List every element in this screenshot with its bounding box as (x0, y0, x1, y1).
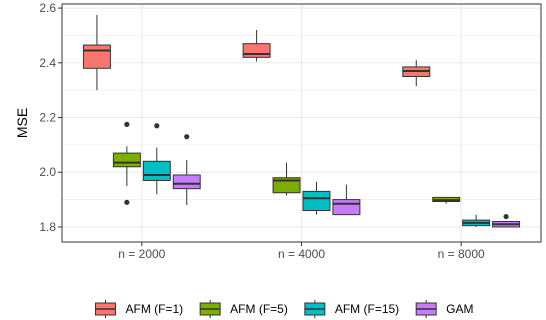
legend: AFM (F=1) AFM (F=5) AFM (F=15) GAM (94, 300, 474, 318)
outlier-point (124, 199, 130, 205)
box (272, 177, 301, 194)
y-tick-label: 1.8 (39, 220, 56, 234)
y-tick-label: 2.6 (39, 1, 56, 15)
legend-label: AFM (F=1) (125, 302, 183, 316)
legend-label: AFM (F=15) (335, 302, 399, 316)
x-tick-label: n = 4000 (278, 247, 325, 261)
boxplot-group (492, 213, 521, 228)
boxplot-group (332, 184, 361, 216)
box (302, 190, 331, 212)
y-tick-label: 2.2 (39, 111, 56, 125)
legend-label: GAM (446, 302, 473, 316)
boxplot-group (432, 196, 461, 204)
outlier-point (124, 121, 130, 127)
boxplot-group (272, 162, 301, 196)
y-tick-label: 2.0 (39, 165, 56, 179)
grid-lines (62, 4, 541, 242)
boxplot-group (402, 60, 431, 87)
box (332, 199, 361, 216)
x-tick-label: n = 2000 (118, 247, 165, 261)
box (172, 174, 201, 190)
legend-item: AFM (F=5) (199, 300, 288, 318)
boxplot-group (142, 123, 171, 195)
box (242, 43, 271, 58)
outlier-point (184, 134, 190, 140)
boxplot-group (462, 214, 491, 227)
legend-item: GAM (415, 300, 474, 318)
y-axis-title: MSE (14, 108, 30, 138)
boxplot-group (172, 134, 201, 206)
box (82, 44, 111, 69)
boxplot-group (112, 121, 141, 205)
boxplot-group (302, 181, 331, 215)
box (142, 160, 171, 181)
legend-item: AFM (F=15) (304, 300, 399, 318)
y-tick-label: 2.4 (39, 56, 56, 70)
boxplot-group (82, 14, 111, 91)
x-tick-label: n = 8000 (438, 247, 485, 261)
box-layer (82, 14, 521, 228)
outlier-point (503, 213, 509, 220)
legend-item: AFM (F=1) (94, 300, 183, 318)
boxplot-group (242, 29, 271, 62)
axis-layer: 1.8 2.0 2.2 2.4 2.6 n = 2000 n = 4000 n = 8000 (39, 1, 485, 261)
outlier-point (154, 123, 160, 129)
legend-label: AFM (F=5) (230, 302, 288, 316)
box (112, 152, 141, 168)
